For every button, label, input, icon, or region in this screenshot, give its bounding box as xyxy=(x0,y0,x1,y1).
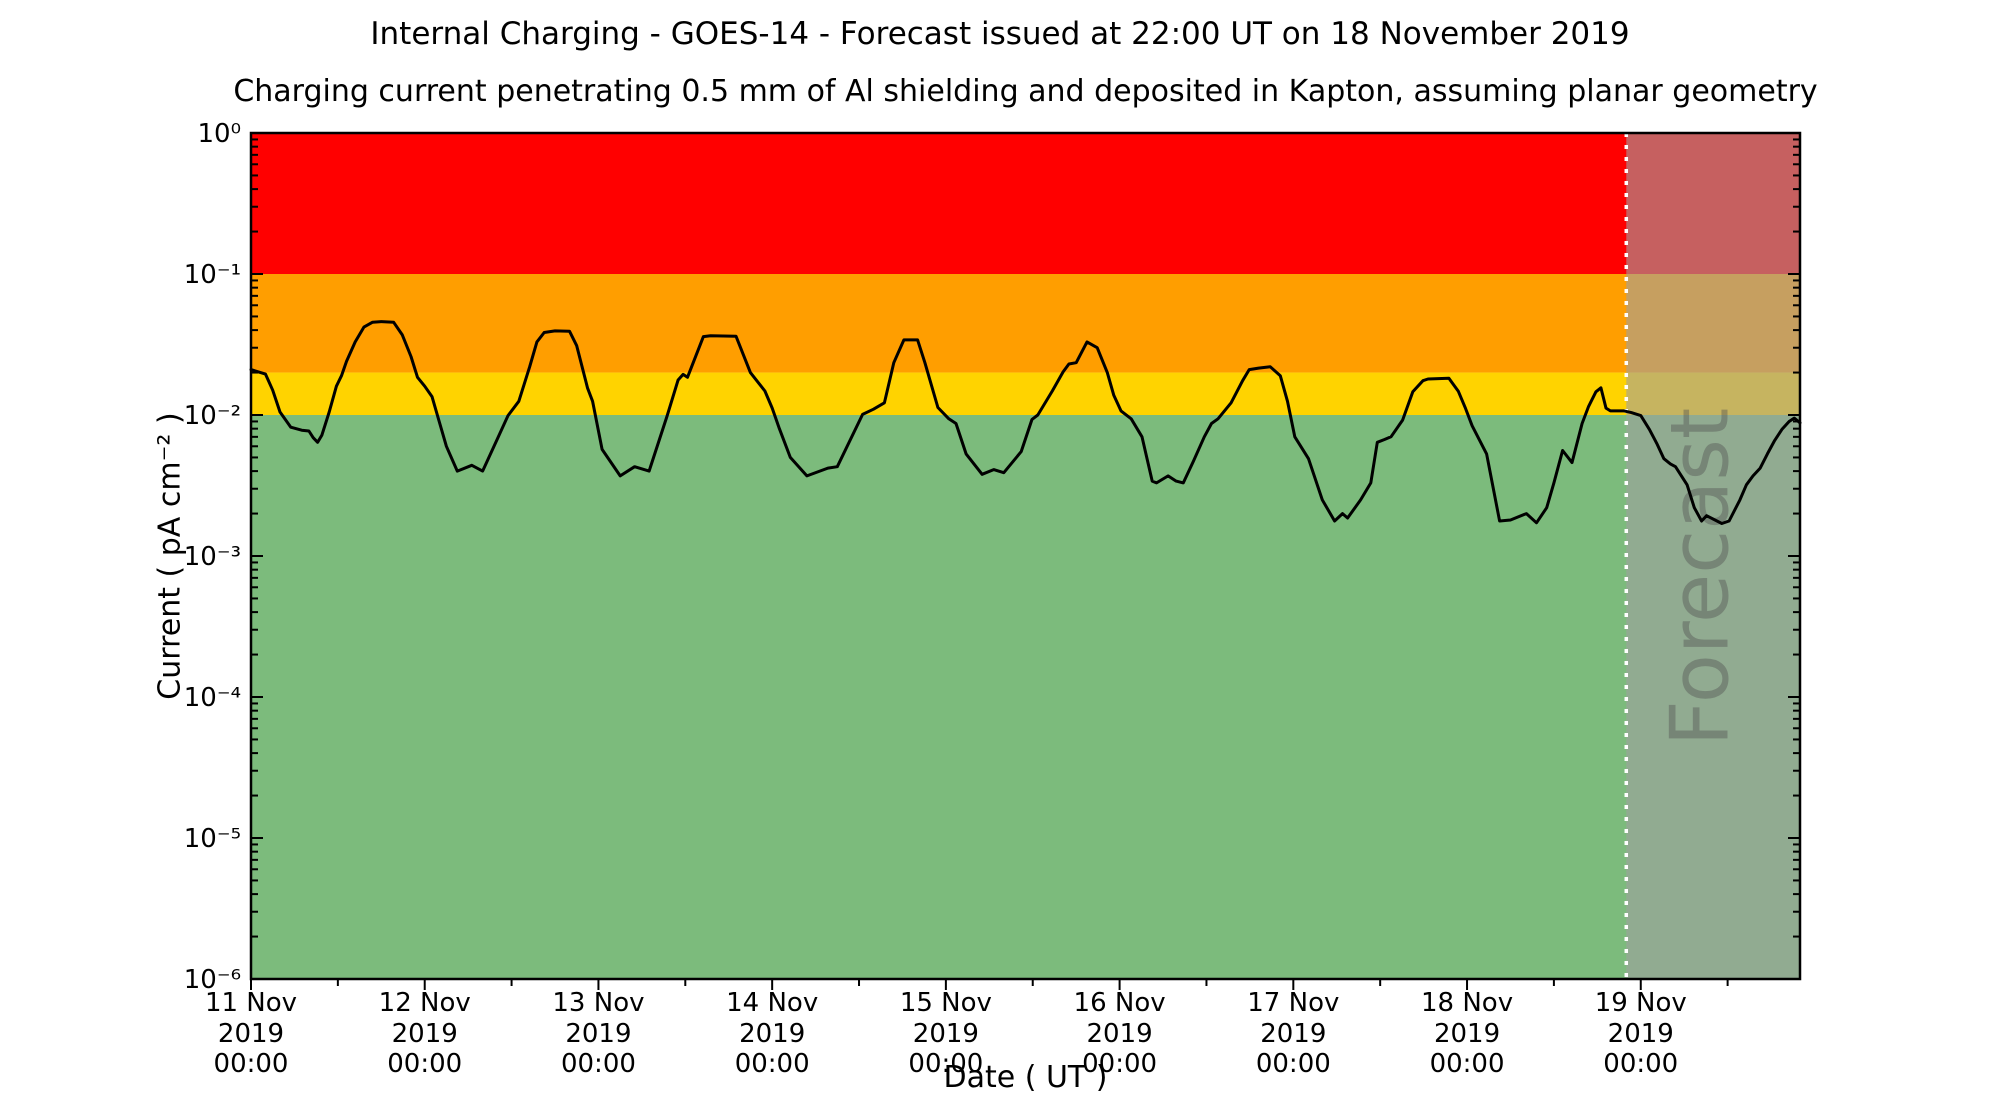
band-green xyxy=(251,415,1800,979)
band-red xyxy=(251,133,1800,274)
y-tick-label: 10⁻⁶ xyxy=(184,965,241,995)
charging-current-series xyxy=(249,320,1802,525)
x-tick-label: 12 Nov 2019 00:00 xyxy=(379,988,471,1079)
y-tick-label: 10⁻¹ xyxy=(184,260,241,290)
forecast-overlay xyxy=(1626,133,1800,979)
chart-subtitle: Charging current penetrating 0.5 mm of A… xyxy=(233,74,1818,109)
y-tick-label: 10⁰ xyxy=(197,119,241,149)
y-tick-label: 10⁻⁴ xyxy=(184,683,241,713)
x-tick-label: 14 Nov 2019 00:00 xyxy=(726,988,818,1079)
x-tick-label: 11 Nov 2019 00:00 xyxy=(205,988,297,1079)
x-tick-label: 13 Nov 2019 00:00 xyxy=(552,988,644,1079)
band-orange xyxy=(251,274,1800,373)
forecast-watermark: Forecast xyxy=(1654,408,1747,747)
x-tick-label: 17 Nov 2019 00:00 xyxy=(1247,988,1339,1079)
x-tick-label: 16 Nov 2019 00:00 xyxy=(1074,988,1166,1079)
x-tick-label: 19 Nov 2019 00:00 xyxy=(1595,988,1687,1079)
axis-ticks xyxy=(250,132,1800,990)
y-tick-label: 10⁻² xyxy=(184,401,241,431)
y-tick-label: 10⁻⁵ xyxy=(184,824,241,854)
x-tick-label: 18 Nov 2019 00:00 xyxy=(1421,988,1513,1079)
axis-tick-labels: 10⁰ 10⁻¹ 10⁻² 10⁻³ 10⁻⁴ 10⁻⁵ 10⁻⁶11 Nov 2019 00:… xyxy=(184,119,1687,1079)
risk-bands xyxy=(251,133,1800,979)
y-axis-label: Current ( pA cm⁻² ) xyxy=(152,412,188,700)
y-tick-label: 10⁻³ xyxy=(184,542,241,572)
chart-title: Internal Charging - GOES-14 - Forecast i… xyxy=(370,16,1630,52)
band-yellow xyxy=(251,372,1800,415)
x-tick-label: 15 Nov 2019 00:00 xyxy=(900,988,992,1079)
x-axis-label: Date ( UT ) xyxy=(943,1060,1108,1095)
